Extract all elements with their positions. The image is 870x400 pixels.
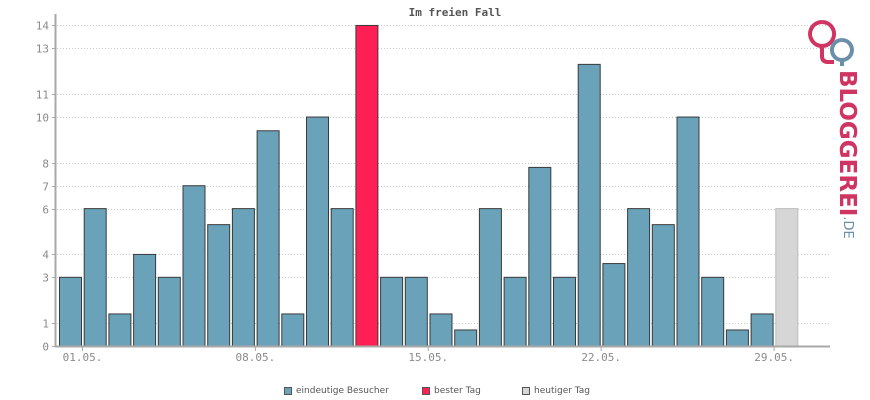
bar xyxy=(627,208,651,347)
bar xyxy=(157,276,181,347)
bar xyxy=(380,276,404,347)
logo-suffix: .DE xyxy=(840,216,855,239)
bloggerei-logo xyxy=(808,18,864,218)
axes xyxy=(52,14,830,351)
bar xyxy=(553,276,576,347)
legend-swatch-visitors xyxy=(284,387,292,395)
y-tick-label: 13 xyxy=(36,43,49,56)
bar xyxy=(429,313,453,347)
bar-best-day xyxy=(355,24,379,347)
y-tick-label: 14 xyxy=(36,20,50,33)
bar xyxy=(59,276,82,347)
bar xyxy=(750,313,774,347)
x-tick-label: 08.05. xyxy=(236,351,276,364)
bars xyxy=(59,24,799,347)
y-tick-label: 0 xyxy=(42,341,49,354)
bar xyxy=(676,116,700,347)
legend-item-best-day: bester Tag xyxy=(422,386,481,396)
bar xyxy=(207,224,231,347)
x-tick-labels: 01.05. 08.05. 15.05. 22.05. 29.05. xyxy=(63,351,794,364)
bar xyxy=(404,276,428,347)
bar xyxy=(701,276,725,347)
bloggerei-logo-text: BLOGGEREI.DE xyxy=(834,70,860,239)
bar xyxy=(108,313,132,347)
bar xyxy=(725,329,749,347)
legend-label-visitors: eindeutige Besucher xyxy=(296,386,389,396)
x-tick-label: 22.05. xyxy=(581,351,621,364)
bar xyxy=(528,166,552,347)
x-tick-label: 01.05. xyxy=(63,351,103,364)
legend-swatch-today xyxy=(522,387,530,395)
legend-label-today: heutiger Tag xyxy=(534,386,591,396)
legend-item-visitors: eindeutige Besucher xyxy=(284,386,389,396)
y-tick-label: 7 xyxy=(42,181,49,194)
bar xyxy=(256,130,280,347)
bar xyxy=(577,63,601,347)
x-tick-label: 15.05. xyxy=(408,351,448,364)
bar xyxy=(503,276,527,347)
bar xyxy=(651,224,675,347)
logo-name: BLOGGEREI xyxy=(834,70,860,217)
y-tick-label: 4 xyxy=(42,249,49,262)
bar-today xyxy=(775,208,799,347)
bar xyxy=(281,313,305,347)
legend-swatch-best-day xyxy=(422,387,430,395)
y-tick-label: 6 xyxy=(42,204,49,217)
y-tick-label: 11 xyxy=(36,89,49,102)
y-tick-label: 8 xyxy=(42,158,49,171)
bar xyxy=(602,263,626,347)
y-tick-label: 1 xyxy=(42,318,49,331)
legend-label-best-day: bester Tag xyxy=(434,386,481,396)
x-tick-label: 29.05. xyxy=(754,351,794,364)
y-tick-label: 10 xyxy=(36,112,49,125)
bar xyxy=(306,116,329,347)
bar xyxy=(182,185,206,347)
bar xyxy=(478,208,502,347)
bar xyxy=(454,329,478,347)
bar xyxy=(133,253,157,347)
bar xyxy=(330,208,354,347)
chart-title: Im freien Fall xyxy=(409,6,502,19)
bar xyxy=(83,208,107,347)
bloggerei-logo-icon xyxy=(808,20,854,66)
legend-item-today: heutiger Tag xyxy=(522,386,590,396)
y-tick-label: 3 xyxy=(42,272,49,285)
bar xyxy=(231,208,255,347)
